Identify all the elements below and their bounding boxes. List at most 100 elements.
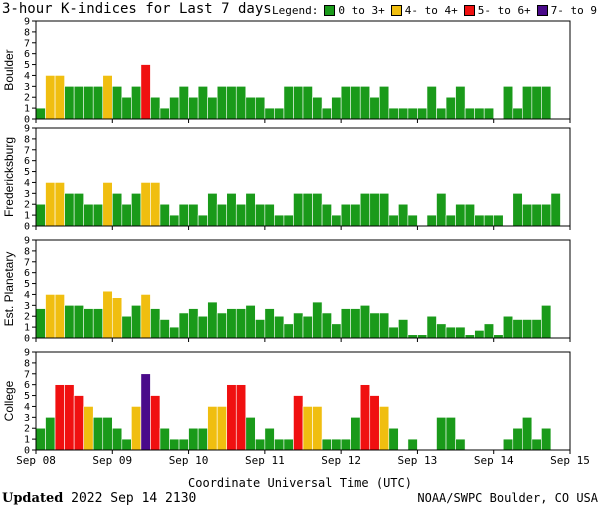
- k-bar: [359, 193, 371, 227]
- k-bar: [245, 305, 256, 339]
- k-bar: [207, 96, 218, 120]
- k-bar: [445, 326, 456, 339]
- k-bar: [178, 203, 189, 227]
- k-bar: [169, 326, 180, 339]
- k-bar: [445, 417, 456, 451]
- k-bar: [73, 86, 84, 120]
- k-bar: [226, 308, 237, 339]
- k-bar: [45, 417, 56, 451]
- y-tick-label: 0: [24, 115, 30, 126]
- k-bar: [407, 438, 418, 451]
- k-bar: [102, 182, 113, 227]
- k-bar: [502, 86, 514, 120]
- k-bar: [359, 384, 371, 451]
- y-tick-label: 6: [24, 268, 30, 279]
- y-tick-label: 6: [24, 380, 30, 391]
- k-bar: [512, 427, 523, 451]
- y-tick-label: 4: [24, 290, 30, 301]
- k-bar: [464, 107, 475, 120]
- k-bar: [407, 214, 418, 227]
- legend-swatch-quiet: [324, 5, 336, 16]
- k-bar: [274, 214, 285, 227]
- k-bar: [35, 203, 46, 227]
- k-bar: [283, 86, 294, 120]
- y-tick-label: 4: [24, 178, 30, 189]
- k-bar: [255, 438, 266, 451]
- k-bar: [312, 406, 323, 451]
- k-bar: [331, 214, 342, 227]
- k-bar: [45, 182, 56, 227]
- k-bar: [512, 319, 523, 339]
- k-bar: [207, 193, 218, 227]
- k-bar: [235, 384, 247, 451]
- k-bar: [64, 384, 75, 451]
- k-bar: [321, 312, 332, 339]
- k-bar: [350, 203, 361, 227]
- panel-frame: [35, 239, 571, 339]
- y-tick-label: 3: [24, 82, 30, 93]
- k-bar: [45, 75, 56, 120]
- k-bar: [54, 384, 65, 451]
- k-bar: [436, 107, 447, 120]
- x-tick-label: Sep 09: [92, 454, 132, 467]
- k-bar: [197, 86, 208, 120]
- y-tick-label: 9: [24, 348, 30, 359]
- k-bar: [293, 395, 304, 451]
- k-bar: [121, 203, 132, 227]
- k-bar: [340, 86, 351, 120]
- k-bar: [45, 294, 56, 339]
- k-bar: [474, 214, 485, 227]
- k-bar: [111, 297, 123, 339]
- y-tick-label: 5: [24, 167, 30, 178]
- k-bar: [111, 427, 123, 451]
- panel-frame: [35, 127, 571, 227]
- legend-swatch-active: [390, 5, 402, 16]
- k-bar: [64, 193, 75, 227]
- k-bar: [474, 330, 485, 339]
- k-bar: [455, 326, 466, 339]
- k-bar: [274, 438, 285, 451]
- k-bar: [73, 305, 84, 339]
- k-bar: [398, 203, 409, 227]
- k-bar: [235, 86, 247, 120]
- k-bar: [369, 193, 380, 227]
- k-bar: [340, 308, 351, 339]
- k-bar: [131, 193, 142, 227]
- k-bar: [150, 395, 161, 451]
- k-bar: [531, 86, 542, 120]
- k-bar: [502, 315, 514, 339]
- k-bar: [207, 406, 218, 451]
- legend-item-storm: 5- to 6+: [477, 4, 531, 17]
- k-bar: [274, 107, 285, 120]
- k-bar: [264, 308, 275, 339]
- x-tick-label: Sep 13: [398, 454, 438, 467]
- k-bar: [102, 75, 113, 120]
- k-bar: [522, 417, 533, 451]
- legend-swatch-storm: [463, 5, 475, 16]
- k-bar: [226, 193, 237, 227]
- k-bar: [302, 86, 313, 120]
- k-bar: [445, 96, 456, 120]
- k-bar: [369, 96, 380, 120]
- y-tick-label: 6: [24, 156, 30, 167]
- y-tick-label: 0: [24, 222, 30, 233]
- y-tick-label: 7: [24, 369, 30, 380]
- k-bar: [369, 312, 380, 339]
- k-bar: [455, 86, 466, 120]
- k-bar: [188, 96, 199, 120]
- k-bar: [245, 193, 256, 227]
- k-bar: [388, 326, 399, 339]
- k-bar: [264, 107, 275, 120]
- panel-station-label: Est. Planetary: [2, 252, 16, 327]
- y-tick-label: 5: [24, 391, 30, 402]
- k-bar: [188, 308, 199, 339]
- k-bar: [407, 107, 418, 120]
- k-bar: [541, 305, 552, 339]
- k-bar: [54, 182, 65, 227]
- k-bar: [264, 427, 275, 451]
- k-bar: [312, 301, 323, 339]
- k-bar: [531, 438, 542, 451]
- k-bar: [140, 294, 151, 339]
- legend-item-severe: 7- to 9: [550, 4, 598, 17]
- legend-item-quiet: 0 to 3+: [338, 4, 385, 17]
